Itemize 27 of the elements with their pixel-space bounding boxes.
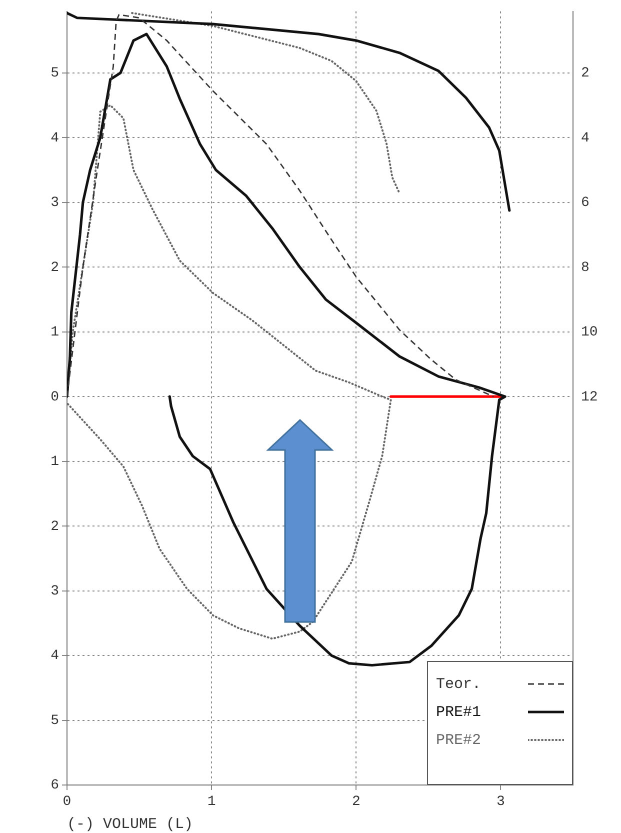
- y-tick-label: 6: [50, 778, 59, 794]
- y-tick-label: 0: [50, 389, 59, 406]
- line-series: [67, 14, 494, 398]
- y-tick-label: 4: [50, 130, 59, 146]
- y-tick-label: 5: [50, 66, 59, 82]
- x-tick-label: 2: [352, 794, 360, 810]
- y-tick-label: 2: [50, 260, 59, 276]
- line-series: [67, 104, 392, 640]
- y2-tick-label: 4: [581, 130, 590, 146]
- y2-tick-label: 8: [581, 260, 590, 276]
- y2-tick-label: 6: [581, 195, 590, 212]
- y-tick-label: 1: [50, 454, 59, 470]
- x-axis-title: (-) VOLUME (L): [67, 816, 194, 833]
- y-tick-label: 2: [50, 518, 59, 535]
- y-tick-label: 4: [50, 648, 59, 664]
- y2-tick-label: 10: [581, 324, 598, 341]
- y2-tick-label: 12: [581, 389, 598, 406]
- y-tick-label: 5: [50, 712, 59, 729]
- y-tick-label: 3: [50, 195, 59, 212]
- legend-box: Teor. PRE#1 PRE#2: [427, 661, 573, 785]
- line-series: [131, 12, 401, 194]
- x-tick-label: 0: [62, 794, 72, 810]
- y-tick-label: 1: [50, 324, 59, 341]
- x-tick-label: 1: [207, 794, 216, 810]
- y-tick-label: 3: [50, 583, 59, 600]
- x-tick-label: 3: [496, 794, 505, 810]
- y2-tick-label: 2: [581, 66, 590, 82]
